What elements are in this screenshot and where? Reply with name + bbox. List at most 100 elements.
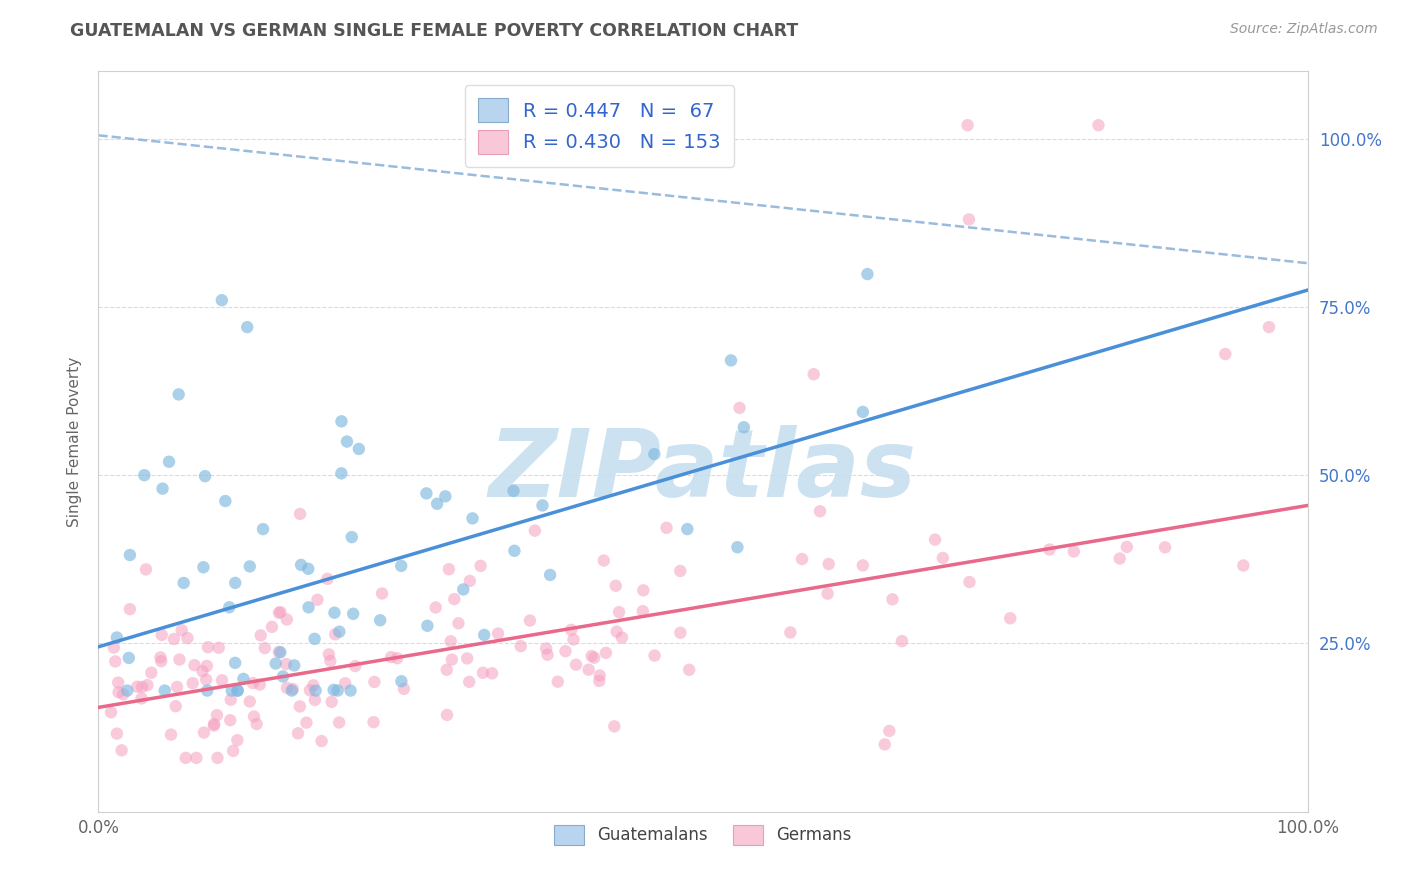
Point [531, 499, 554, 513]
Point [882, 592, 904, 607]
Point [631, 604, 654, 618]
Point [322, 682, 344, 697]
Point [165, 699, 187, 714]
Point [347, 442, 370, 456]
Point [323, 627, 346, 641]
Point [472, 628, 495, 642]
Point [605, 579, 627, 593]
Point [211, 673, 233, 688]
Point [344, 659, 367, 673]
Point [193, 725, 215, 739]
Point [297, 600, 319, 615]
Point [335, 676, 357, 690]
Point [538, 568, 561, 582]
Point [592, 553, 614, 567]
Point [136, 678, 159, 692]
Point [1108, 551, 1130, 566]
Point [134, 468, 156, 483]
Point [202, 718, 225, 732]
Point [879, 723, 901, 738]
Point [509, 639, 531, 653]
Point [264, 657, 287, 671]
Point [307, 592, 329, 607]
Point [1063, 544, 1085, 558]
Point [304, 632, 326, 646]
Point [311, 734, 333, 748]
Point [281, 683, 304, 698]
Point [302, 678, 325, 692]
Point [380, 650, 402, 665]
Point [100, 706, 122, 720]
Point [246, 717, 269, 731]
Point [669, 564, 692, 578]
Point [290, 558, 312, 572]
Point [152, 482, 174, 496]
Point [519, 614, 541, 628]
Point [447, 616, 470, 631]
Point [547, 674, 569, 689]
Point [728, 401, 751, 415]
Point [224, 656, 246, 670]
Point [193, 560, 215, 574]
Point [249, 677, 271, 691]
Point [295, 715, 318, 730]
Point [957, 212, 980, 227]
Point [565, 657, 588, 672]
Point [219, 692, 242, 706]
Point [195, 659, 218, 673]
Point [163, 632, 186, 646]
Point [588, 673, 610, 688]
Point [725, 540, 748, 554]
Point [959, 574, 981, 589]
Point [170, 624, 193, 638]
Point [458, 674, 481, 689]
Point [340, 530, 363, 544]
Point [733, 420, 755, 434]
Point [1038, 542, 1060, 557]
Point [339, 683, 361, 698]
Point [104, 654, 127, 668]
Point [319, 654, 342, 668]
Point [110, 743, 132, 757]
Point [389, 674, 412, 689]
Point [434, 489, 457, 503]
Point [932, 551, 955, 566]
Point [368, 613, 391, 627]
Point [443, 592, 465, 607]
Point [195, 683, 218, 698]
Legend: Guatemalans, Germans: Guatemalans, Germans [547, 818, 859, 852]
Point [534, 641, 557, 656]
Point [481, 666, 503, 681]
Point [1115, 540, 1137, 554]
Point [131, 680, 153, 694]
Point [218, 600, 240, 615]
Point [318, 648, 340, 662]
Point [173, 576, 195, 591]
Point [416, 619, 439, 633]
Point [270, 605, 292, 619]
Point [328, 715, 350, 730]
Point [174, 751, 197, 765]
Point [440, 652, 463, 666]
Point [595, 646, 617, 660]
Point [197, 640, 219, 655]
Point [131, 691, 153, 706]
Point [167, 387, 190, 401]
Point [956, 118, 979, 132]
Point [779, 625, 801, 640]
Point [176, 631, 198, 645]
Point [330, 467, 353, 481]
Point [224, 575, 246, 590]
Point [181, 676, 204, 690]
Point [336, 434, 359, 449]
Point [330, 414, 353, 428]
Point [363, 675, 385, 690]
Point [253, 641, 276, 656]
Point [554, 644, 576, 658]
Point [127, 680, 149, 694]
Point [211, 293, 233, 308]
Point [425, 600, 447, 615]
Point [856, 267, 879, 281]
Point [644, 648, 666, 663]
Point [1087, 118, 1109, 132]
